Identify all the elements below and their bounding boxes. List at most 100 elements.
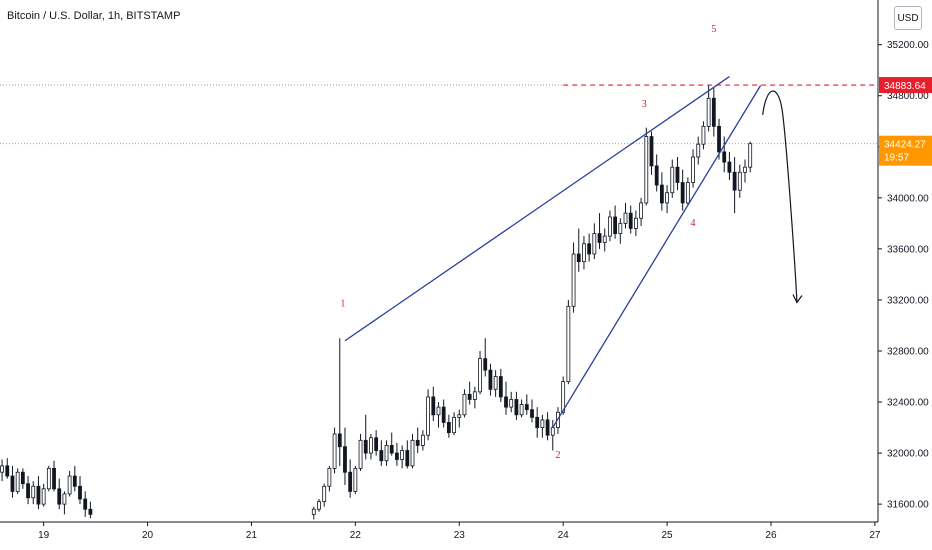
candle-body bbox=[389, 445, 394, 454]
y-tick-label: 32000.00 bbox=[887, 449, 929, 460]
wave-label-3: 3 bbox=[642, 99, 647, 110]
candle-body bbox=[561, 381, 566, 413]
candle-body bbox=[732, 171, 737, 191]
candle-body bbox=[639, 202, 643, 219]
candle-body bbox=[426, 396, 430, 436]
y-tick-label: 35200.00 bbox=[887, 40, 929, 51]
candle-body bbox=[644, 136, 649, 204]
candle-body bbox=[493, 376, 498, 390]
currency-button[interactable]: USD bbox=[894, 6, 922, 30]
candle-body bbox=[410, 439, 415, 467]
wave-label-1: 1 bbox=[340, 298, 345, 309]
candle-body bbox=[670, 166, 675, 194]
candle-body bbox=[41, 488, 46, 505]
candle-body bbox=[618, 222, 623, 234]
candle-body bbox=[478, 358, 482, 393]
x-tick-label: 25 bbox=[662, 530, 674, 541]
candle-body bbox=[540, 419, 545, 428]
wave-labels-layer: 1 2 3 4 5 bbox=[340, 24, 716, 461]
upper-wedge-line bbox=[344, 76, 730, 342]
candle-body bbox=[441, 406, 446, 423]
last-price-text: 34424.27 bbox=[884, 140, 926, 151]
candle-body bbox=[571, 253, 576, 307]
projection-arrowhead bbox=[792, 294, 803, 304]
candle-body bbox=[717, 125, 721, 153]
candle-body bbox=[374, 437, 379, 451]
wave-label-5: 5 bbox=[711, 24, 716, 35]
candle-body bbox=[20, 471, 25, 485]
projection-curve bbox=[762, 90, 798, 303]
candle-body bbox=[727, 161, 732, 173]
resistance-price-text: 34883.64 bbox=[884, 81, 926, 92]
wave-label-2: 2 bbox=[555, 450, 560, 461]
candle-body bbox=[748, 143, 753, 168]
candle-body bbox=[483, 358, 488, 371]
candle-body bbox=[348, 471, 353, 492]
candle-body bbox=[420, 434, 425, 446]
candle-body bbox=[57, 488, 62, 505]
candle-body bbox=[519, 404, 524, 416]
candle-body bbox=[83, 498, 88, 510]
candle-body bbox=[654, 165, 659, 186]
candle-body bbox=[623, 212, 628, 224]
candle-body bbox=[400, 450, 405, 460]
candle-body bbox=[545, 419, 550, 436]
candles-layer bbox=[0, 85, 753, 520]
candle-body bbox=[628, 212, 633, 229]
y-tick-label: 31600.00 bbox=[887, 500, 929, 511]
x-tick-label: 21 bbox=[246, 530, 258, 541]
candle-body bbox=[31, 485, 36, 499]
candle-body bbox=[613, 216, 618, 234]
candle-body bbox=[514, 399, 519, 416]
wave-label-4: 4 bbox=[691, 218, 696, 229]
y-tick-label: 33600.00 bbox=[887, 244, 929, 255]
candle-body bbox=[363, 439, 368, 454]
countdown-text: 19:57 bbox=[884, 153, 909, 164]
horizontal-lines-layer bbox=[0, 84, 878, 145]
candle-body bbox=[322, 485, 327, 502]
candle-body bbox=[722, 151, 727, 163]
candle-body bbox=[659, 184, 664, 204]
candle-body bbox=[509, 399, 514, 408]
candle-body bbox=[535, 416, 540, 428]
x-tick-label: 26 bbox=[765, 530, 777, 541]
candle-body bbox=[530, 409, 534, 418]
candle-body bbox=[498, 376, 503, 398]
candle-body bbox=[72, 475, 77, 487]
candle-body bbox=[327, 467, 332, 487]
candle-body bbox=[369, 437, 373, 454]
candle-body bbox=[415, 439, 420, 446]
candle-body bbox=[0, 465, 4, 473]
x-tick-label: 27 bbox=[869, 530, 881, 541]
candle-body bbox=[52, 467, 56, 490]
candle-body bbox=[701, 125, 706, 145]
candle-body bbox=[78, 485, 82, 500]
y-tick-label: 34000.00 bbox=[887, 193, 929, 204]
candle-body bbox=[384, 445, 389, 462]
candle-body bbox=[597, 233, 602, 243]
x-tick-label: 20 bbox=[142, 530, 154, 541]
candle-body bbox=[457, 414, 462, 418]
candle-body bbox=[446, 422, 451, 434]
candle-body bbox=[88, 508, 93, 515]
resistance-price-tag bbox=[879, 77, 932, 94]
candle-body bbox=[675, 166, 680, 183]
candle-body bbox=[452, 416, 456, 434]
candle-body bbox=[685, 182, 690, 204]
projection-arrow-layer bbox=[762, 90, 803, 304]
candle-body bbox=[436, 406, 441, 416]
candle-body bbox=[550, 427, 555, 436]
last-price-tag bbox=[879, 135, 932, 166]
candle-body bbox=[566, 305, 571, 383]
candle-body bbox=[592, 233, 597, 255]
candle-body bbox=[379, 450, 384, 462]
candle-body bbox=[634, 217, 638, 229]
chart-title: Bitcoin / U.S. Dollar, 1h, BITSTAMP bbox=[7, 10, 181, 22]
candle-body bbox=[602, 235, 607, 243]
candle-body bbox=[488, 369, 493, 390]
x-tick-label: 23 bbox=[454, 530, 466, 541]
candle-body bbox=[680, 182, 685, 204]
candle-body bbox=[26, 483, 30, 499]
candle-body bbox=[467, 393, 472, 400]
y-tick-label: 32400.00 bbox=[887, 398, 929, 409]
